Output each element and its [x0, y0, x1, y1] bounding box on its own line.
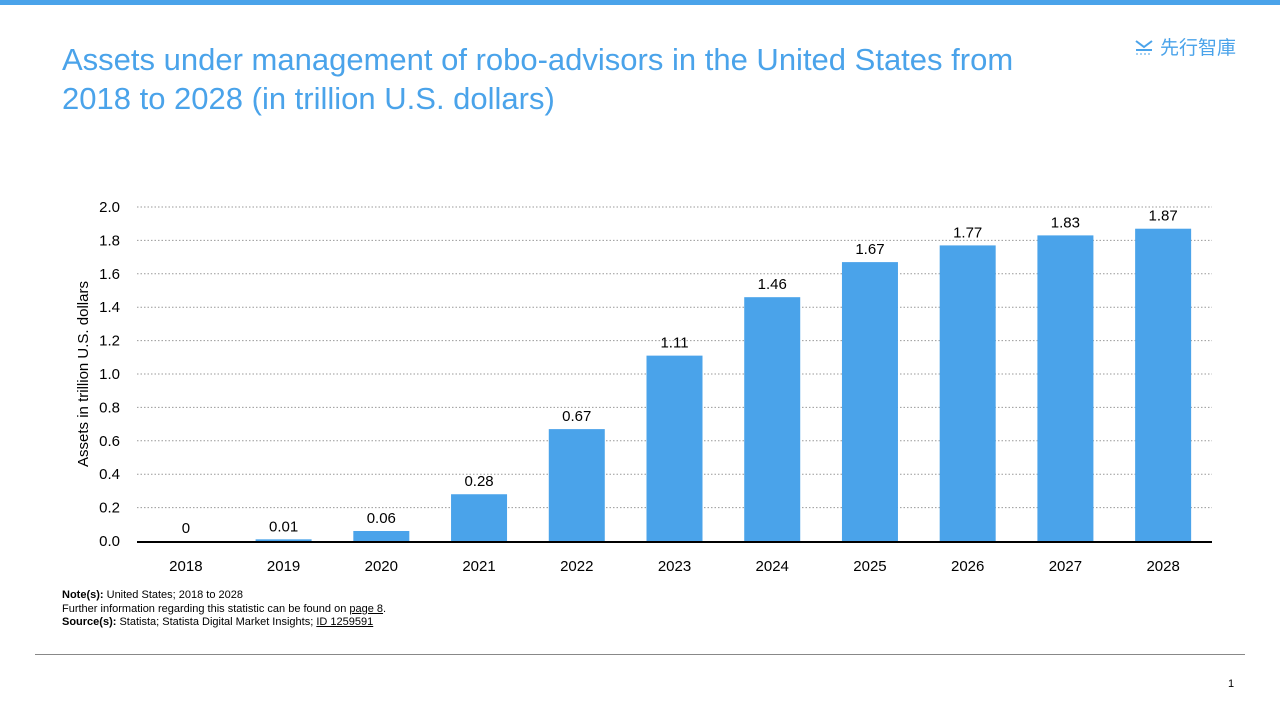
- y-tick-label: 0.4: [99, 466, 120, 483]
- footer-divider: [35, 654, 1245, 655]
- y-tick-label: 1.0: [99, 366, 120, 383]
- data-label: 1.11: [660, 335, 688, 352]
- chart-title: Assets under management of robo-advisors…: [62, 42, 1014, 116]
- top-accent-bar: [0, 0, 1280, 5]
- source-id-link[interactable]: ID 1259591: [316, 616, 374, 628]
- further-text: Further information regarding this stati…: [62, 602, 347, 615]
- y-tick-label: 2.0: [99, 199, 120, 216]
- note-text: United States; 2018 to 2028: [106, 589, 244, 601]
- bar: [353, 530, 410, 541]
- x-tick-label: 2027: [1049, 558, 1082, 575]
- y-tick-label: 1.6: [99, 266, 120, 283]
- page-number: 1: [1228, 678, 1235, 690]
- bar: [744, 297, 801, 541]
- logo-icon: [1135, 39, 1153, 54]
- bar: [1037, 235, 1094, 541]
- x-tick-label: 2018: [169, 558, 202, 575]
- bar: [1135, 228, 1192, 541]
- source-text: Statista; Statista Digital Market Insigh…: [119, 616, 314, 628]
- y-tick-label: 1.4: [99, 299, 120, 316]
- x-tick-label: 2024: [756, 558, 789, 575]
- x-tick-label: 2026: [951, 558, 984, 575]
- bar: [646, 355, 703, 541]
- bar: [939, 245, 996, 541]
- bar: [841, 262, 898, 541]
- bar: [548, 429, 605, 541]
- logo-text: 先行智庫: [1160, 38, 1237, 59]
- x-tick-label: 2028: [1146, 558, 1179, 575]
- data-label: 1.67: [855, 241, 884, 258]
- y-tick-label: 0.6: [99, 433, 120, 450]
- x-tick-label: 2025: [853, 558, 886, 575]
- data-label: 1.87: [1149, 208, 1178, 225]
- data-label: 1.46: [758, 276, 787, 293]
- data-label: 1.77: [953, 224, 982, 241]
- page-link[interactable]: page 8: [349, 602, 384, 615]
- bar-chart: 0.0 0.2 0.4 0.6 0.8 1.0 1.2 1.4 1.6 1.8 2.0 Assets …: [75, 199, 1212, 575]
- data-label: 0.01: [269, 518, 298, 535]
- further-end: .: [383, 602, 387, 615]
- y-tick-label: 1.8: [99, 232, 120, 249]
- data-label: 1.83: [1051, 214, 1080, 231]
- source-label: Source(s):: [62, 616, 117, 628]
- logo: 先行智庫: [1134, 33, 1236, 60]
- data-label: 0.28: [464, 473, 493, 490]
- bar: [451, 494, 508, 541]
- x-tick-label: 2019: [267, 558, 300, 575]
- data-label: 0.67: [562, 408, 591, 425]
- y-tick-label: 0.0: [99, 533, 120, 550]
- bar: [255, 539, 312, 541]
- note-label: Note(s):: [62, 589, 104, 601]
- x-tick-label: 2020: [365, 558, 398, 575]
- y-tick-label: 0.2: [99, 500, 120, 517]
- x-tick-label: 2023: [658, 558, 691, 575]
- data-label: 0: [182, 520, 190, 537]
- data-label: 0.06: [367, 510, 396, 527]
- y-tick-label: 0.8: [99, 399, 120, 416]
- chart-notes: Note(s): United States; 2018 to 2028 Fur…: [62, 589, 386, 630]
- x-tick-label: 2022: [560, 558, 593, 575]
- y-tick-label: 1.2: [99, 333, 120, 350]
- x-tick-label: 2021: [462, 558, 495, 575]
- y-axis-label: Assets in trillion U.S. dollars: [75, 281, 92, 467]
